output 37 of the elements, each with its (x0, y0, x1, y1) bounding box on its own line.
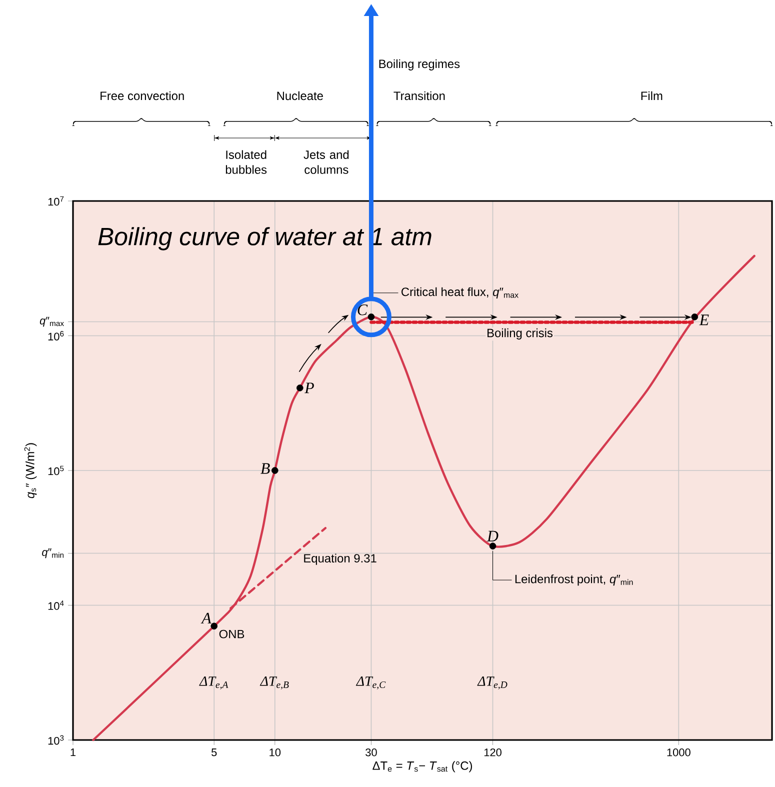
x-tick-label: 5 (212, 748, 217, 756)
text: Transition (394, 91, 445, 100)
y-tick-label: 10$^{6}$ (48, 331, 64, 340)
annotation: Critical heat flux, q″$_{max}$ (402, 287, 518, 298)
x-tick-label: 10 (270, 748, 281, 756)
text: Isolated bubbles (226, 150, 267, 174)
text: Free convection (100, 91, 184, 100)
annotation: ΔT$_{e,D}$ (477, 676, 508, 690)
text: Boiling regimes (379, 59, 460, 70)
annotation: Equation 9.31 (304, 554, 376, 565)
annotation: Boiling crisis (488, 328, 553, 340)
y-tick-label: q″$_{max}$ (40, 316, 64, 327)
annotation: ΔT$_{e,B}$ (260, 676, 289, 690)
annotation: Leidenfrost point, q″$_{min}$ (515, 574, 633, 586)
annotation: ONB (219, 630, 244, 638)
x-tick-label: 1000 (667, 748, 690, 756)
annotation: ΔT$_{e,C}$ (356, 676, 386, 690)
text: ΔT$_{e}$ = T$_{s}$− T$_{sat}$ (°C) (372, 761, 472, 772)
x-tick-label: 1 (70, 748, 76, 756)
annotation: C (358, 304, 368, 316)
y-tick-label: 10$^{5}$ (48, 466, 64, 476)
y-tick-label: q″$_{min}$ (42, 548, 64, 558)
y-tick-label: 10$^{7}$ (48, 196, 64, 206)
annotation: P (304, 382, 314, 394)
x-tick-label: 30 (366, 748, 377, 756)
annotation: A (200, 612, 212, 624)
x-tick-label: 120 (484, 748, 502, 756)
text: Jets and columns (304, 150, 349, 174)
text: Nucleate (277, 91, 323, 100)
y-tick-label: 10$^{4}$ (48, 600, 64, 610)
annotation: E (699, 314, 709, 326)
y-tick-label: 10$^{3}$ (48, 735, 64, 745)
annotation: D (486, 530, 498, 542)
y-axis-title: q$_{s}$″ (W/m$^{2}$) (24, 443, 37, 498)
text: Film (641, 91, 662, 100)
annotation: B (260, 463, 270, 474)
annotation: ΔT$_{e,A}$ (199, 676, 228, 690)
